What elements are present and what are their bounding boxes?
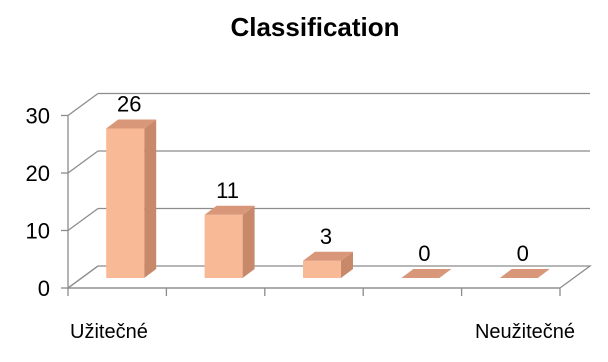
chart-title: Classification [230,12,399,42]
bar-top-4 [499,269,550,278]
gridline-depth-10 [67,207,99,232]
bar-3 [401,269,452,278]
y-tick-label-20: 20 [26,161,50,186]
bar-front-2 [303,260,341,278]
bar-top-0 [106,119,157,129]
data-label-1: 11 [216,178,239,203]
y-tick-label-10: 10 [26,219,50,244]
gridline-depth-30 [67,92,99,117]
bar-top-3 [401,269,452,278]
data-label-4: 0 [517,241,529,266]
bars [106,119,550,278]
axes [61,114,561,296]
bar-top-2 [303,251,353,261]
bar-2 [303,251,353,278]
x-category-label-4: Neužitečné [475,321,575,343]
bar-0 [106,119,157,278]
bar-front-0 [106,128,145,278]
bar-side-2 [341,251,353,278]
bar-top-1 [204,205,255,215]
x-category-label-0: Užitečné [70,321,148,343]
y-tick-label-0: 0 [38,276,50,301]
bar-side-1 [242,205,255,278]
data-label-0: 26 [117,92,141,117]
bar-4 [499,269,550,278]
bar-front-1 [204,214,243,278]
data-label-2: 3 [320,224,332,249]
data-label-3: 0 [418,241,430,266]
gridline-depth-20 [67,150,99,174]
bar-side-0 [144,119,157,278]
bar-1 [204,205,255,278]
y-tick-label-30: 30 [26,104,50,129]
